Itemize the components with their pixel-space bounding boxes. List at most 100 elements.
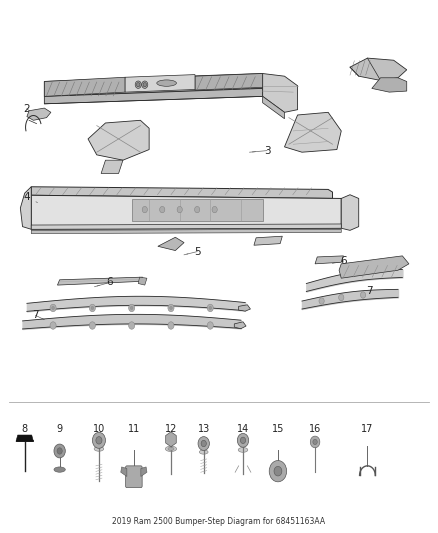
- Polygon shape: [31, 224, 341, 229]
- Circle shape: [142, 81, 148, 88]
- Polygon shape: [44, 74, 263, 96]
- Polygon shape: [57, 277, 143, 285]
- Circle shape: [274, 466, 282, 476]
- Polygon shape: [27, 108, 51, 120]
- Text: 2: 2: [381, 73, 388, 83]
- Ellipse shape: [168, 447, 174, 450]
- Circle shape: [135, 81, 141, 88]
- Text: 4: 4: [24, 192, 30, 203]
- Ellipse shape: [94, 447, 104, 451]
- Circle shape: [89, 304, 95, 312]
- Circle shape: [89, 322, 95, 329]
- Circle shape: [129, 322, 135, 329]
- Circle shape: [360, 292, 366, 298]
- Polygon shape: [239, 305, 251, 311]
- Polygon shape: [285, 112, 341, 152]
- Circle shape: [92, 432, 106, 448]
- Text: 7: 7: [32, 310, 39, 320]
- Circle shape: [96, 437, 102, 444]
- Circle shape: [237, 433, 249, 447]
- Text: 9: 9: [57, 424, 63, 434]
- Polygon shape: [88, 120, 149, 160]
- Polygon shape: [31, 195, 341, 229]
- Polygon shape: [141, 467, 147, 477]
- Circle shape: [131, 306, 133, 310]
- Text: 11: 11: [128, 424, 140, 434]
- Circle shape: [159, 206, 165, 213]
- Text: 1: 1: [159, 78, 166, 88]
- Circle shape: [240, 437, 246, 443]
- Text: 5: 5: [194, 247, 201, 256]
- Text: 7: 7: [366, 286, 373, 296]
- Text: 16: 16: [309, 424, 321, 434]
- Circle shape: [207, 322, 213, 329]
- Polygon shape: [158, 237, 184, 251]
- Text: 3: 3: [264, 146, 270, 156]
- Polygon shape: [166, 432, 176, 447]
- Text: 10: 10: [93, 424, 105, 434]
- Circle shape: [313, 439, 317, 445]
- Ellipse shape: [165, 446, 177, 451]
- Text: 2019 Ram 2500 Bumper-Step Diagram for 68451163AA: 2019 Ram 2500 Bumper-Step Diagram for 68…: [113, 517, 325, 526]
- Circle shape: [57, 448, 62, 454]
- Polygon shape: [31, 229, 341, 233]
- Polygon shape: [372, 78, 407, 92]
- Text: 15: 15: [272, 424, 284, 434]
- Circle shape: [137, 83, 140, 87]
- Polygon shape: [44, 88, 263, 104]
- Circle shape: [50, 322, 56, 329]
- Text: 13: 13: [198, 424, 210, 434]
- Text: 6: 6: [340, 256, 347, 266]
- Circle shape: [269, 461, 287, 482]
- Polygon shape: [101, 160, 123, 173]
- Text: 12: 12: [165, 424, 177, 434]
- Polygon shape: [234, 322, 246, 329]
- Circle shape: [319, 298, 324, 304]
- Polygon shape: [341, 195, 359, 230]
- Polygon shape: [195, 74, 263, 90]
- Circle shape: [207, 304, 213, 312]
- Polygon shape: [263, 74, 297, 112]
- Polygon shape: [315, 256, 343, 264]
- Text: 6: 6: [106, 278, 113, 287]
- Text: 14: 14: [237, 424, 249, 434]
- Polygon shape: [121, 467, 127, 477]
- Text: 8: 8: [21, 424, 28, 434]
- Polygon shape: [263, 96, 285, 119]
- Circle shape: [168, 304, 174, 312]
- Circle shape: [91, 306, 94, 310]
- Circle shape: [310, 436, 320, 448]
- Polygon shape: [31, 187, 332, 198]
- Circle shape: [50, 304, 56, 312]
- Polygon shape: [254, 236, 283, 245]
- Polygon shape: [339, 256, 409, 278]
- Circle shape: [201, 440, 206, 447]
- Circle shape: [143, 83, 147, 87]
- Circle shape: [129, 304, 135, 312]
- Circle shape: [212, 206, 217, 213]
- Circle shape: [339, 294, 344, 301]
- Circle shape: [142, 206, 148, 213]
- Polygon shape: [44, 77, 125, 96]
- Polygon shape: [20, 187, 31, 229]
- Circle shape: [52, 306, 54, 310]
- Circle shape: [54, 444, 65, 458]
- FancyBboxPatch shape: [126, 466, 142, 488]
- Circle shape: [194, 206, 200, 213]
- Polygon shape: [125, 75, 195, 92]
- Polygon shape: [16, 435, 33, 441]
- Circle shape: [170, 306, 172, 310]
- Circle shape: [177, 206, 182, 213]
- Ellipse shape: [157, 80, 177, 86]
- Ellipse shape: [199, 450, 208, 454]
- Ellipse shape: [238, 448, 248, 453]
- Circle shape: [168, 322, 174, 329]
- Circle shape: [209, 306, 212, 310]
- Text: 17: 17: [361, 424, 374, 434]
- Text: 2: 2: [24, 103, 30, 114]
- Bar: [132, 199, 263, 221]
- Circle shape: [198, 437, 209, 450]
- Polygon shape: [138, 277, 147, 285]
- Polygon shape: [350, 58, 407, 80]
- Ellipse shape: [54, 467, 65, 472]
